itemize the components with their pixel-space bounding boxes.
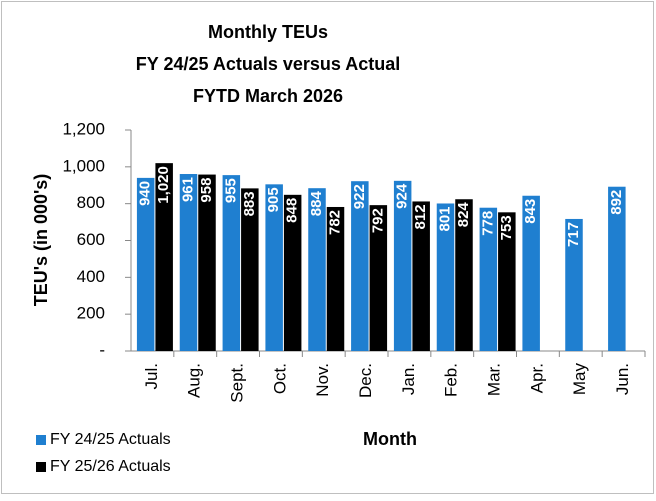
data-label: 955	[222, 178, 239, 203]
data-label: 843	[522, 199, 539, 224]
data-label: 753	[498, 215, 515, 240]
legend-label: FY 25/26 Actuals	[50, 458, 171, 475]
data-label: 778	[479, 211, 496, 236]
legend-swatch	[36, 435, 46, 445]
data-label: 792	[369, 208, 386, 233]
bar	[455, 199, 473, 351]
bar	[283, 194, 302, 351]
bar	[155, 163, 173, 351]
data-label: 940	[137, 181, 154, 206]
data-label: 883	[241, 191, 258, 216]
data-label: 1,020	[155, 166, 172, 204]
bar	[136, 177, 155, 351]
x-tick-label: Jan.	[399, 363, 418, 395]
bar	[198, 174, 216, 351]
bar	[608, 186, 626, 351]
x-tick-label: Jul.	[142, 363, 161, 389]
x-tick-label: May	[570, 363, 589, 396]
y-tick-label: -	[99, 340, 105, 359]
x-tick-label: Aug.	[185, 363, 204, 398]
y-tick-label: 800	[77, 193, 105, 212]
data-label: 958	[198, 178, 215, 203]
bar	[179, 174, 198, 351]
x-tick-label: Jun.	[613, 363, 632, 395]
bar	[241, 188, 259, 351]
bar	[369, 205, 388, 351]
x-tick-label: Dec.	[356, 363, 375, 398]
data-label: 782	[326, 210, 343, 235]
bar	[412, 201, 430, 351]
chart-title: FY 24/25 Actuals versus Actual	[136, 54, 400, 74]
x-tick-label: Apr.	[527, 363, 546, 393]
data-label: 801	[436, 206, 453, 231]
chart-title: Monthly TEUs	[208, 22, 328, 42]
bar	[326, 206, 345, 351]
x-tick-label: Oct.	[270, 363, 289, 394]
x-tick-label: Mar.	[485, 363, 504, 396]
x-axis-label: Month	[363, 429, 417, 449]
y-tick-label: 600	[77, 230, 105, 249]
x-tick-label: Feb.	[442, 363, 461, 397]
data-label: 922	[351, 184, 368, 209]
bar	[222, 175, 241, 351]
y-axis-label: TEU's (in 000's)	[31, 174, 51, 307]
bar	[393, 180, 412, 351]
y-tick-label: 1,000	[62, 156, 105, 175]
bar	[565, 218, 583, 351]
x-tick-label: Sept.	[228, 363, 247, 403]
bar	[265, 184, 283, 351]
bar	[351, 181, 369, 351]
data-label: 905	[265, 187, 282, 212]
data-label: 824	[455, 202, 472, 228]
bar	[308, 188, 326, 351]
data-label: 884	[308, 191, 325, 217]
bar	[522, 195, 540, 351]
data-label: 924	[394, 183, 411, 209]
legend-label: FY 24/25 Actuals	[50, 431, 171, 448]
chart-title: FYTD March 2026	[193, 86, 343, 106]
y-tick-label: 1,200	[62, 119, 105, 138]
y-tick-label: 200	[77, 304, 105, 323]
bar	[479, 207, 498, 351]
bar	[436, 203, 455, 351]
data-label: 848	[284, 198, 301, 223]
x-tick-label: Nov.	[313, 363, 332, 397]
legend-swatch	[36, 462, 46, 472]
data-label: 961	[179, 177, 196, 202]
bar	[498, 212, 516, 351]
data-label: 812	[412, 204, 429, 229]
y-tick-label: 400	[77, 267, 105, 286]
data-label: 892	[608, 190, 625, 215]
data-label: 717	[565, 222, 582, 247]
